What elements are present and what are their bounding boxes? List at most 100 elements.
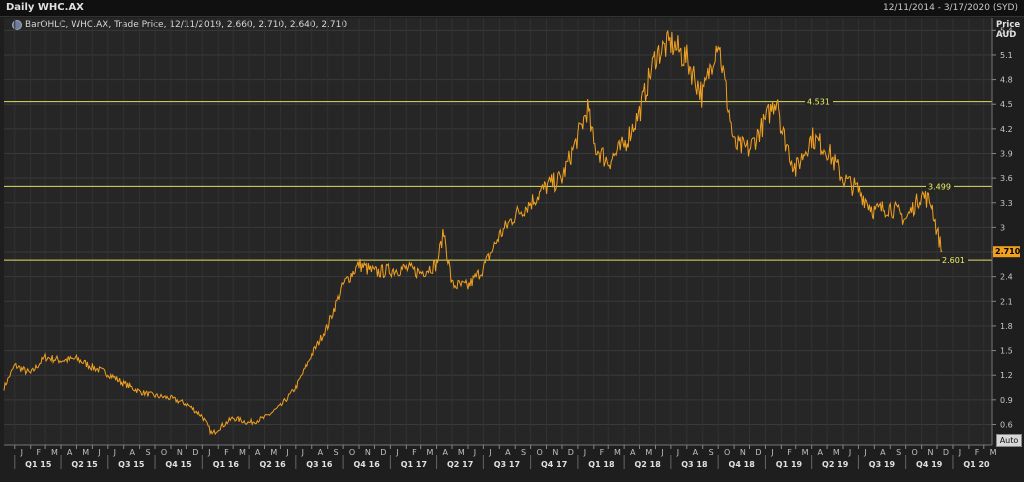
x-month-label: M [990,448,997,457]
x-quarter-label: Q1 18 [588,460,615,469]
x-quarter-label: Q4 19 [916,460,943,469]
x-month-label: D [755,448,761,457]
x-month-label: J [207,448,210,457]
y-tick-label: 1.2 [1000,371,1013,380]
y-tick-label: 5.4 [1000,26,1013,35]
x-month-label: A [130,448,136,457]
x-month-label: A [442,448,448,457]
price-series-line [3,30,943,436]
y-tick-label: 3.9 [1000,149,1013,158]
x-month-label: F [224,448,229,457]
x-quarter-label: Q2 17 [447,460,473,469]
x-month-label: M [239,448,246,457]
reference-line-label: 2.601 [942,256,965,265]
x-month-label: J [113,448,116,457]
x-month-label: J [473,448,476,457]
x-month-label: S [145,448,150,457]
x-month-label: J [958,448,961,457]
x-month-label: J [395,448,398,457]
x-month-label: M [645,448,652,457]
title-bar: Daily WHC.AX 12/11/2014 - 3/17/2020 (SYD… [0,0,1024,17]
x-quarter-label: Q1 17 [401,460,427,469]
x-month-label: M [427,448,434,457]
y-tick-label: 0.9 [1000,396,1013,405]
y-tick-label: 1.8 [1000,322,1013,331]
x-month-label: J [20,448,23,457]
chart-title: Daily WHC.AX [6,2,84,13]
x-month-label: M [802,448,809,457]
auto-scale-button[interactable]: Auto [996,434,1022,447]
y-tick-label: 3.3 [1000,199,1013,208]
y-axis-header: Price AUD [996,20,1020,40]
x-month-label: F [787,448,792,457]
x-month-label: F [975,448,980,457]
x-month-label: A [505,448,511,457]
x-month-label: J [583,448,586,457]
x-quarter-label: Q3 18 [681,460,708,469]
x-month-label: J [770,448,773,457]
x-month-label: O [724,448,730,457]
x-month-label: O [161,448,167,457]
x-quarter-label: Q1 19 [776,460,803,469]
y-tick-label: 4.2 [1000,125,1013,134]
reference-label-bg [926,181,954,192]
x-quarter-label: Q4 16 [353,460,380,469]
x-quarter-label: Q1 20 [963,460,990,469]
x-month-label: D [943,448,949,457]
x-month-label: N [552,448,558,457]
x-quarter-label: Q3 19 [869,460,896,469]
x-month-label: O [912,448,918,457]
x-quarter-label: Q1 16 [213,460,240,469]
x-month-label: M [270,448,277,457]
x-month-label: J [285,448,288,457]
y-tick-label: 2.4 [1000,273,1013,282]
x-quarter-label: Q2 16 [259,460,286,469]
x-month-label: O [349,448,355,457]
x-month-label: M [458,448,465,457]
y-axis-unit: AUD [996,30,1017,40]
y-tick-label: 3.6 [1000,174,1013,183]
x-month-label: A [318,448,324,457]
y-tick-label: 4.8 [1000,76,1013,85]
x-month-label: S [896,448,901,457]
x-month-label: A [630,448,636,457]
x-month-label: J [301,448,304,457]
x-month-label: D [380,448,386,457]
y-tick-label: 1.5 [1000,347,1013,356]
x-month-label: D [568,448,574,457]
x-quarter-label: Q4 18 [729,460,756,469]
reference-line-label: 3.499 [928,182,951,191]
x-month-label: N [740,448,746,457]
x-month-label: D [192,448,198,457]
x-month-label: J [488,448,491,457]
x-month-label: J [848,448,851,457]
x-month-label: M [82,448,89,457]
x-quarter-label: Q3 15 [118,460,145,469]
last-price-box [993,246,1020,258]
x-month-label: J [660,448,663,457]
x-month-label: A [693,448,699,457]
x-month-label: J [863,448,866,457]
x-month-label: M [833,448,840,457]
x-quarter-label: Q2 15 [71,460,98,469]
reference-label-bg [940,255,968,266]
x-month-label: N [365,448,371,457]
series-settings-icon[interactable] [12,20,22,30]
y-axis-title: Price [996,20,1021,30]
x-month-label: J [97,448,100,457]
x-month-label: N [177,448,183,457]
x-month-label: S [334,448,339,457]
x-month-label: M [51,448,58,457]
x-month-label: M [614,448,621,457]
date-range: 12/11/2014 - 3/17/2020 (SYD) [882,3,1018,13]
x-month-label: A [255,448,261,457]
y-tick-label: 0.6 [1000,420,1013,429]
x-month-label: F [600,448,605,457]
x-quarter-label: Q2 18 [635,460,662,469]
x-month-label: O [536,448,542,457]
x-month-label: N [927,448,933,457]
x-quarter-label: Q2 19 [822,460,849,469]
x-month-label: S [521,448,526,457]
y-tick-label: 3 [1000,223,1005,232]
